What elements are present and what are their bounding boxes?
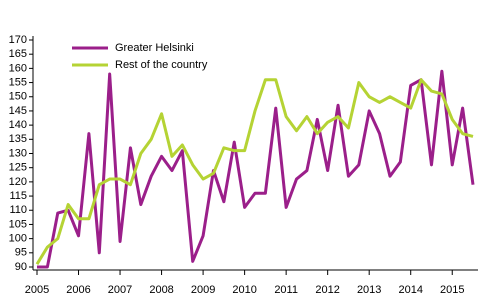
y-tick-label: 115 — [9, 190, 27, 202]
y-tick-label: 100 — [9, 233, 27, 245]
data-line — [35, 78, 474, 265]
y-tick-label: 110 — [9, 204, 27, 216]
y-tick-label: 145 — [9, 105, 27, 117]
x-tick-label: 2014 — [398, 284, 422, 296]
y-tick-label: 130 — [9, 147, 27, 159]
y-tick-label: 155 — [9, 76, 27, 88]
data-line — [37, 69, 475, 269]
y-tick-label: 165 — [9, 48, 27, 60]
x-tick-label: 2007 — [108, 284, 132, 296]
x-tick-label: 2009 — [191, 284, 215, 296]
y-tick-label: 135 — [9, 133, 27, 145]
y-tick-label: 95 — [15, 247, 27, 259]
x-tick-label: 2010 — [232, 284, 256, 296]
legend-label: Rest of the country — [115, 59, 208, 71]
legend-label: Greater Helsinki — [115, 42, 194, 54]
y-tick-label: 160 — [9, 62, 27, 74]
y-tick-label: 170 — [9, 34, 27, 46]
x-tick-label: 2011 — [274, 284, 298, 296]
x-tick-label: 2015 — [440, 284, 464, 296]
y-tick-label: 120 — [9, 176, 27, 188]
x-tick-label: 2013 — [357, 284, 381, 296]
y-tick-label: 90 — [15, 261, 27, 273]
x-tick-label: 2005 — [25, 284, 49, 296]
x-tick-label: 2006 — [66, 284, 90, 296]
y-tick-label: 125 — [9, 162, 27, 174]
x-tick-label: 2012 — [315, 284, 339, 296]
y-tick-label: 140 — [9, 119, 27, 131]
y-tick-label: 150 — [9, 91, 27, 103]
y-tick-label: 105 — [9, 218, 27, 230]
x-tick-label: 2008 — [149, 284, 173, 296]
